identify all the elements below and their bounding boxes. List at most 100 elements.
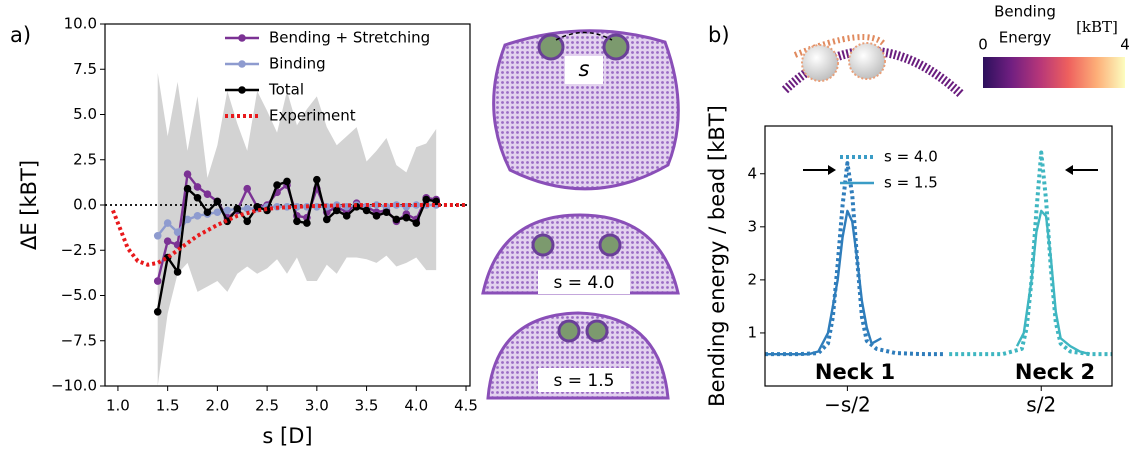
- x-tick-label: 1.0: [106, 397, 130, 415]
- colorbar-tick-label: 0: [978, 36, 988, 54]
- snapshot-label: s = 4.0: [554, 273, 615, 293]
- point: [243, 217, 252, 226]
- point: [163, 237, 172, 245]
- point: [173, 228, 182, 236]
- y-tick-label: −10.0: [51, 377, 97, 395]
- legend-marker: [238, 86, 246, 94]
- point: [203, 208, 212, 217]
- legend-label: Bending + Stretching: [269, 29, 430, 47]
- panel-label: b): [708, 23, 730, 47]
- colorbar: Bending Energy [kBT]: [983, 3, 1125, 88]
- y-axis-label: ΔE [kBT]: [17, 160, 41, 250]
- point: [193, 212, 202, 220]
- point: [273, 181, 281, 189]
- point: [392, 215, 401, 224]
- y-tick-label: 10.0: [64, 15, 97, 33]
- point: [183, 170, 192, 179]
- snapshot-label: s: [579, 57, 590, 81]
- y-tick-label: 2.5: [73, 150, 97, 168]
- point: [412, 219, 421, 227]
- point: [243, 184, 252, 193]
- point: [243, 204, 252, 213]
- point: [153, 231, 162, 240]
- point: [153, 307, 162, 316]
- x-tick-label: 4.0: [404, 397, 428, 415]
- point: [402, 213, 411, 222]
- series-line: [111, 203, 467, 267]
- x-axis-label: s [D]: [262, 424, 312, 448]
- point: [153, 277, 162, 285]
- legend-label: s = 4.0: [884, 148, 938, 166]
- point: [372, 212, 381, 220]
- series-line: [1015, 209, 1091, 356]
- y-tick-label: −7.5: [61, 331, 97, 349]
- point: [283, 177, 291, 186]
- membrane-snapshot: [781, 34, 966, 99]
- series-line: [765, 161, 945, 357]
- point: [313, 175, 321, 184]
- point: [332, 206, 341, 215]
- x-tick-label: 2.5: [255, 397, 279, 415]
- y-tick-label: −2.5: [61, 241, 97, 259]
- point: [223, 206, 232, 215]
- point: [422, 195, 431, 204]
- legend-label: s = 1.5: [884, 174, 938, 192]
- point: [213, 197, 222, 206]
- legend-label: Binding: [269, 55, 326, 73]
- snapshot-label: s = 1.5: [554, 371, 615, 391]
- point: [193, 183, 202, 191]
- panel-label: a): [10, 23, 31, 47]
- point: [382, 208, 391, 217]
- annotation: Neck 2: [1015, 360, 1095, 384]
- y-tick-label: 1: [747, 323, 757, 341]
- series-line: [949, 150, 1112, 357]
- x-tick-label: s/2: [1026, 393, 1056, 417]
- point: [163, 219, 172, 227]
- y-axis-label: Bending energy / bead [kBT]: [705, 105, 729, 407]
- colorbar-tick-label: 4: [1120, 36, 1130, 54]
- point: [173, 268, 182, 276]
- point: [303, 219, 311, 227]
- point: [213, 208, 222, 217]
- colorbar-gradient: [983, 57, 1125, 88]
- point: [322, 215, 331, 224]
- colorbar-title: Bending: [994, 3, 1056, 21]
- plot: [105, 72, 470, 387]
- snapshot-bottom: s = 1.5: [486, 311, 670, 400]
- y-tick-label: 4: [747, 164, 757, 182]
- point: [183, 215, 192, 224]
- plot-frame: [764, 125, 1113, 387]
- x-tick-label: −s/2: [824, 393, 871, 417]
- plot: [765, 150, 1112, 357]
- x-tick-label: 4.5: [454, 397, 478, 415]
- point: [293, 217, 301, 226]
- legend-label: Experiment: [269, 107, 356, 125]
- point: [233, 204, 242, 213]
- y-tick-label: 2: [747, 270, 757, 288]
- annotation: Neck 1: [815, 360, 895, 384]
- snapshot-top: s: [492, 29, 680, 191]
- arrows: [803, 165, 1098, 175]
- legend-marker: [238, 60, 246, 68]
- y-tick-label: 3: [747, 217, 757, 235]
- point: [193, 193, 202, 202]
- legend-marker: [238, 34, 246, 42]
- x-tick-label: 3.5: [355, 397, 379, 415]
- point: [342, 212, 351, 220]
- y-tick-label: 7.5: [73, 60, 97, 78]
- point: [183, 184, 192, 193]
- y-tick-label: −5.0: [61, 286, 97, 304]
- snapshot-middle: s = 4.0: [481, 213, 680, 295]
- x-tick-label: 3.0: [305, 397, 329, 415]
- series-line: [765, 209, 882, 356]
- legend-label: Total: [268, 81, 304, 99]
- x-tick-label: 2.0: [205, 397, 229, 415]
- point: [203, 190, 212, 198]
- y-tick-label: 5.0: [73, 105, 97, 123]
- x-tick-label: 1.5: [156, 397, 180, 415]
- y-tick-label: 0.0: [73, 196, 97, 214]
- point: [362, 206, 371, 215]
- colorbar-title: Energy: [999, 29, 1052, 47]
- range-band: [157, 72, 437, 387]
